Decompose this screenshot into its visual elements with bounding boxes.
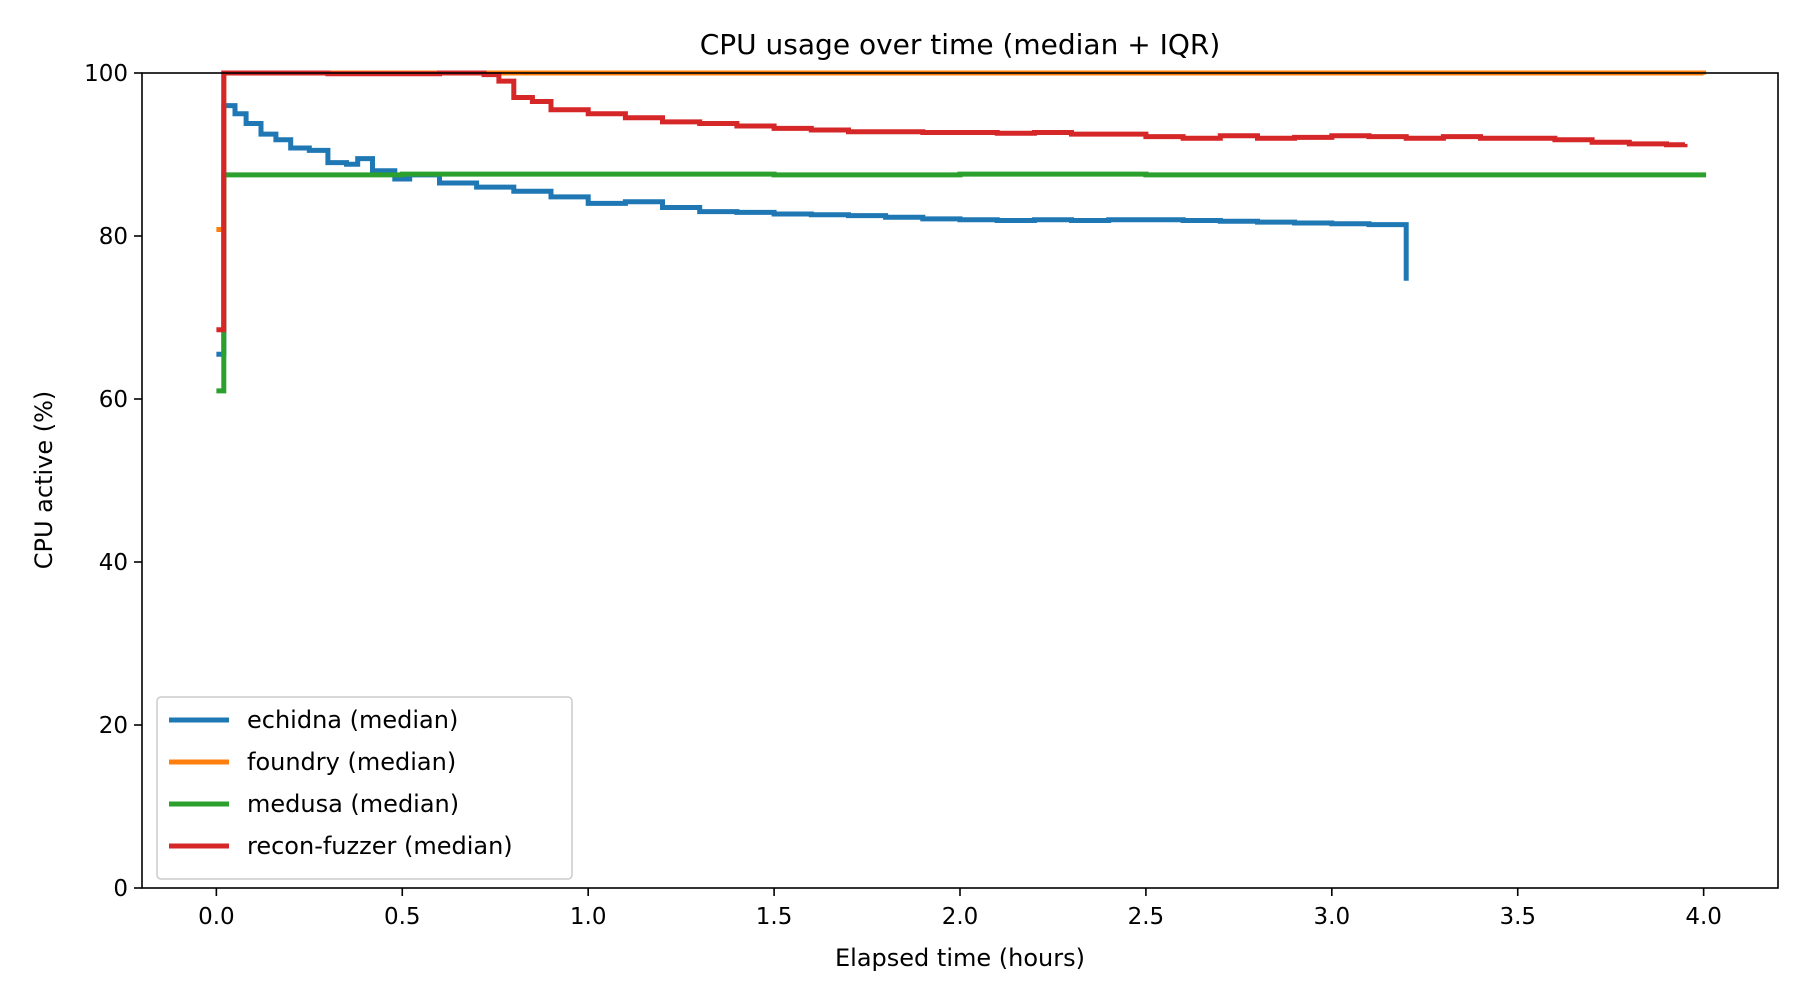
series-line-0 [216, 103, 1409, 357]
x-axis-label: Elapsed time (hours) [835, 944, 1085, 972]
legend-box [156, 696, 573, 880]
legend-label-2: medusa (median) [247, 790, 459, 818]
x-tick-label-1: 0.5 [384, 904, 421, 930]
x-tick-label-0: 0.0 [198, 904, 235, 930]
chart-title: CPU usage over time (median + IQR) [700, 28, 1221, 61]
legend-label-0: echidna (median) [247, 706, 458, 734]
y-tick-label-3: 60 [99, 387, 128, 413]
y-tick-label-0: 0 [113, 876, 128, 902]
y-tick-label-1: 20 [99, 713, 128, 739]
x-tick-label-3: 1.5 [756, 904, 793, 930]
series-line-3 [216, 70, 1688, 333]
legend-label-3: recon-fuzzer (median) [247, 832, 513, 860]
y-tick-label-5: 100 [84, 61, 128, 87]
x-tick-label-2: 1.0 [570, 904, 607, 930]
axes: 0.0 0.5 1.0 1.5 2.0 2.5 3.0 3.5 4.0 0 20 40 60 80 100 [84, 61, 1779, 930]
legend: echidna (median) foundry (median) medusa (… [156, 696, 573, 880]
y-tick-label-2: 40 [99, 550, 128, 576]
legend-label-1: foundry (median) [247, 748, 456, 776]
plot-area [216, 70, 1707, 394]
x-tick-label-5: 2.5 [1128, 904, 1165, 930]
series-line-1 [216, 70, 1707, 232]
x-tick-label-6: 3.0 [1314, 904, 1351, 930]
x-tick-label-4: 2.0 [942, 904, 979, 930]
y-axis-label: CPU active (%) [30, 391, 58, 570]
x-tick-label-7: 3.5 [1499, 904, 1536, 930]
series-line-2 [216, 171, 1707, 394]
x-tick-label-8: 4.0 [1685, 904, 1722, 930]
y-tick-label-4: 80 [99, 224, 128, 250]
